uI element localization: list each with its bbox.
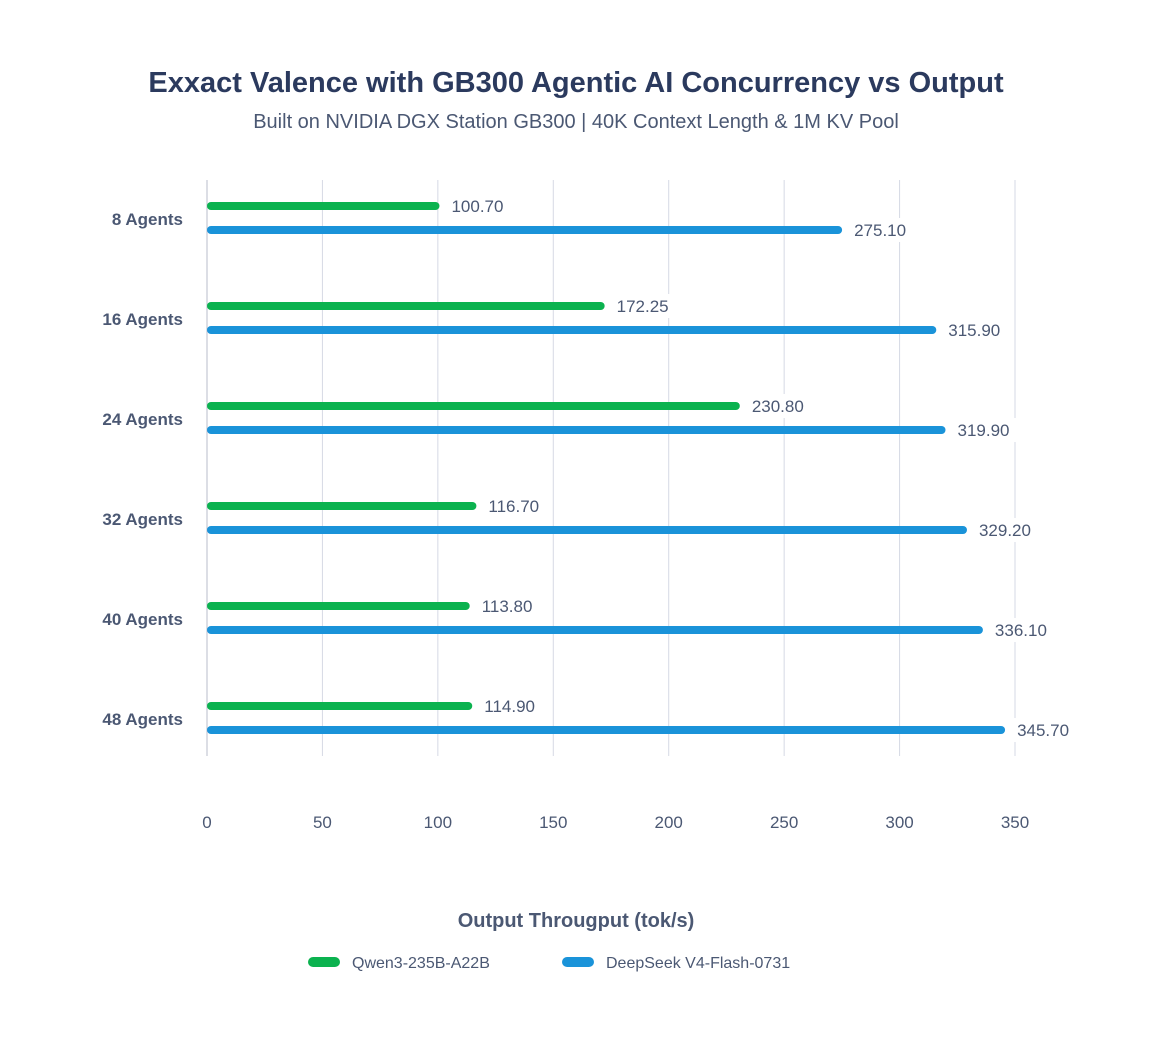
- value-label-background: [953, 418, 1020, 442]
- value-label: 100.70: [451, 197, 503, 216]
- bar: [207, 626, 983, 634]
- value-label-background: [747, 394, 814, 418]
- legend-label: Qwen3-235B-A22B: [352, 955, 490, 972]
- x-tick-label: 250: [770, 813, 798, 832]
- value-label: 114.90: [484, 697, 535, 716]
- value-label: 315.90: [948, 321, 1000, 340]
- value-label: 116.70: [488, 497, 539, 516]
- value-label-background: [447, 194, 514, 218]
- legend-label: DeepSeek V4-Flash-0731: [606, 955, 790, 972]
- value-label: 230.80: [752, 397, 804, 416]
- value-label-background: [974, 518, 1041, 542]
- value-label-background: [990, 618, 1057, 642]
- bar: [207, 202, 440, 210]
- x-tick-label: 0: [202, 813, 211, 832]
- value-label-background: [1013, 718, 1079, 742]
- legend-swatch: [308, 957, 340, 967]
- category-label: 48 Agents: [102, 710, 183, 729]
- bar: [207, 602, 470, 610]
- legend-swatch: [562, 957, 594, 967]
- x-tick-label: 350: [1001, 813, 1029, 832]
- x-tick-labels: 0 50 100 150 200 250 300 350: [202, 813, 1029, 832]
- value-label-background: [480, 694, 546, 718]
- x-tick-label: 150: [539, 813, 567, 832]
- value-label-background: [484, 494, 551, 518]
- value-labels: 100.70 275.10 172.25 315.90 230.80 319.90 116.…: [447, 194, 1079, 742]
- category-label: 40 Agents: [102, 610, 183, 629]
- value-label: 345.70: [1017, 721, 1069, 740]
- value-label-background: [477, 594, 544, 618]
- bar: [207, 402, 740, 410]
- category-label: 24 Agents: [102, 410, 183, 429]
- value-label: 329.20: [979, 521, 1031, 540]
- value-label-background: [612, 294, 679, 318]
- value-label-background: [944, 318, 1010, 342]
- category-label: 16 Agents: [102, 310, 183, 329]
- x-tick-label: 100: [424, 813, 452, 832]
- x-tick-label: 300: [885, 813, 913, 832]
- value-label-background: [850, 218, 916, 242]
- x-tick-label: 50: [313, 813, 332, 832]
- chart-subtitle: Built on NVIDIA DGX Station GB300 | 40K …: [253, 111, 899, 133]
- bar: [207, 702, 473, 710]
- chart-title: Exxact Valence with GB300 Agentic AI Con…: [148, 67, 1004, 99]
- bar: [207, 526, 967, 534]
- category-label: 8 Agents: [112, 210, 183, 229]
- bars: [207, 202, 1006, 734]
- value-label: 275.10: [854, 221, 906, 240]
- value-label: 113.80: [482, 597, 533, 616]
- x-tick-label: 200: [655, 813, 683, 832]
- bar: [207, 502, 477, 510]
- grid-lines: [321, 180, 1016, 756]
- value-label: 319.90: [958, 421, 1010, 440]
- value-label: 172.25: [617, 297, 669, 316]
- bar: [207, 426, 946, 434]
- bar: [207, 226, 843, 234]
- x-axis-label: Output Througput (tok/s): [458, 910, 695, 932]
- bar: [207, 326, 937, 334]
- value-label: 336.10: [995, 621, 1047, 640]
- bar: [207, 726, 1006, 734]
- legend: Qwen3-235B-A22B DeepSeek V4-Flash-0731: [308, 955, 790, 972]
- category-labels: 8 Agents 16 Agents 24 Agents 32 Agents 40 Ag…: [102, 210, 183, 729]
- bar: [207, 302, 605, 310]
- category-label: 32 Agents: [102, 510, 183, 529]
